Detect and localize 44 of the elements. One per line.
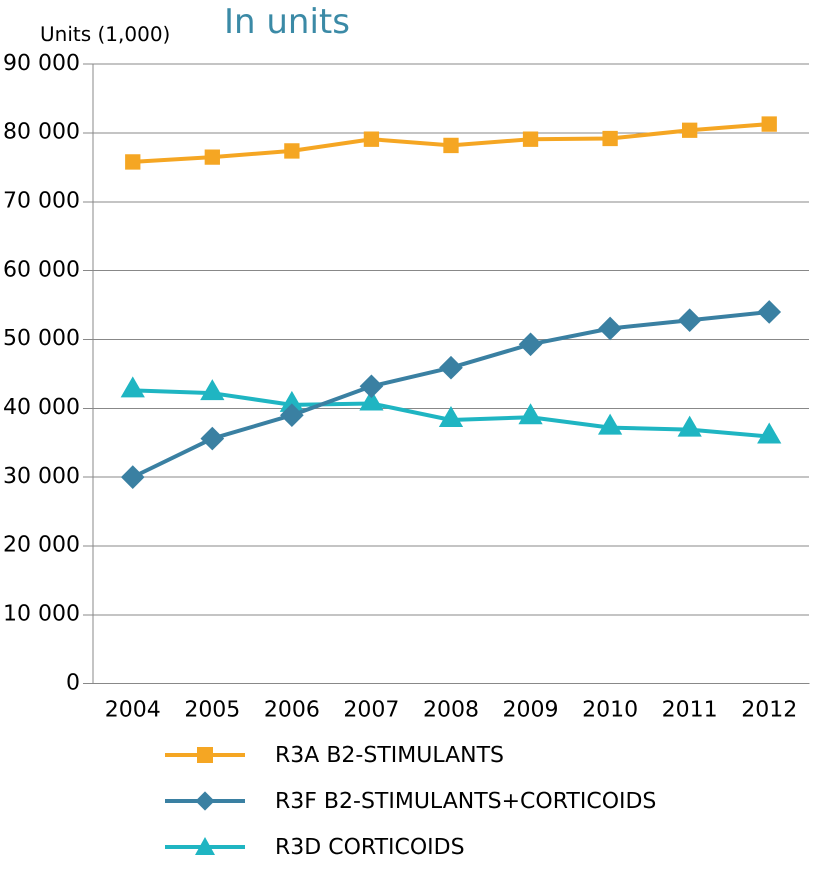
x-tick-label: 2012 [741,698,798,723]
x-tick-label: 2010 [582,698,638,723]
point [682,122,698,138]
y-tick-label: 10 000 [2,601,80,626]
y-tick-label: 60 000 [2,257,80,282]
point [520,405,542,424]
point [678,309,701,332]
legend-label: R3D CORTICOIDS [275,834,465,860]
x-tick-label: 2007 [343,698,400,723]
legend-label: R3F B2-STIMULANTS+CORTICOIDS [275,788,656,814]
y-tick-label: 0 [66,670,80,696]
legend-label: R3A B2-STIMULANTS [275,742,504,768]
point [762,116,777,132]
point [758,300,780,323]
point [202,381,223,400]
point [122,378,144,398]
x-tick-label: 2006 [264,698,320,723]
point [679,418,700,437]
x-tick-label: 2009 [502,698,559,723]
y-tick-label: 40 000 [2,395,80,420]
y-tick-label: 70 000 [2,188,80,214]
point [520,333,542,356]
y-axis-title: Units (1,000) [40,22,170,46]
point [758,424,780,444]
y-tick-label: 50 000 [2,326,80,352]
y-tick-label: 80 000 [2,120,80,145]
chart-title: In units [224,2,350,42]
x-tick-label: 2008 [422,698,479,723]
point [204,149,220,165]
y-tick-label: 90 000 [2,50,80,76]
x-tick-label: 2011 [662,698,718,723]
x-tick-label: 2004 [104,698,161,723]
point [364,132,380,147]
point [599,416,621,435]
y-tick-label: 20 000 [2,532,80,558]
point [599,317,622,340]
y-tick-label: 30 000 [2,464,80,489]
point [440,408,462,428]
point [284,143,300,159]
point [443,138,459,154]
point [522,132,538,147]
point [125,154,140,170]
x-tick-label: 2005 [184,698,240,723]
point [602,130,618,146]
